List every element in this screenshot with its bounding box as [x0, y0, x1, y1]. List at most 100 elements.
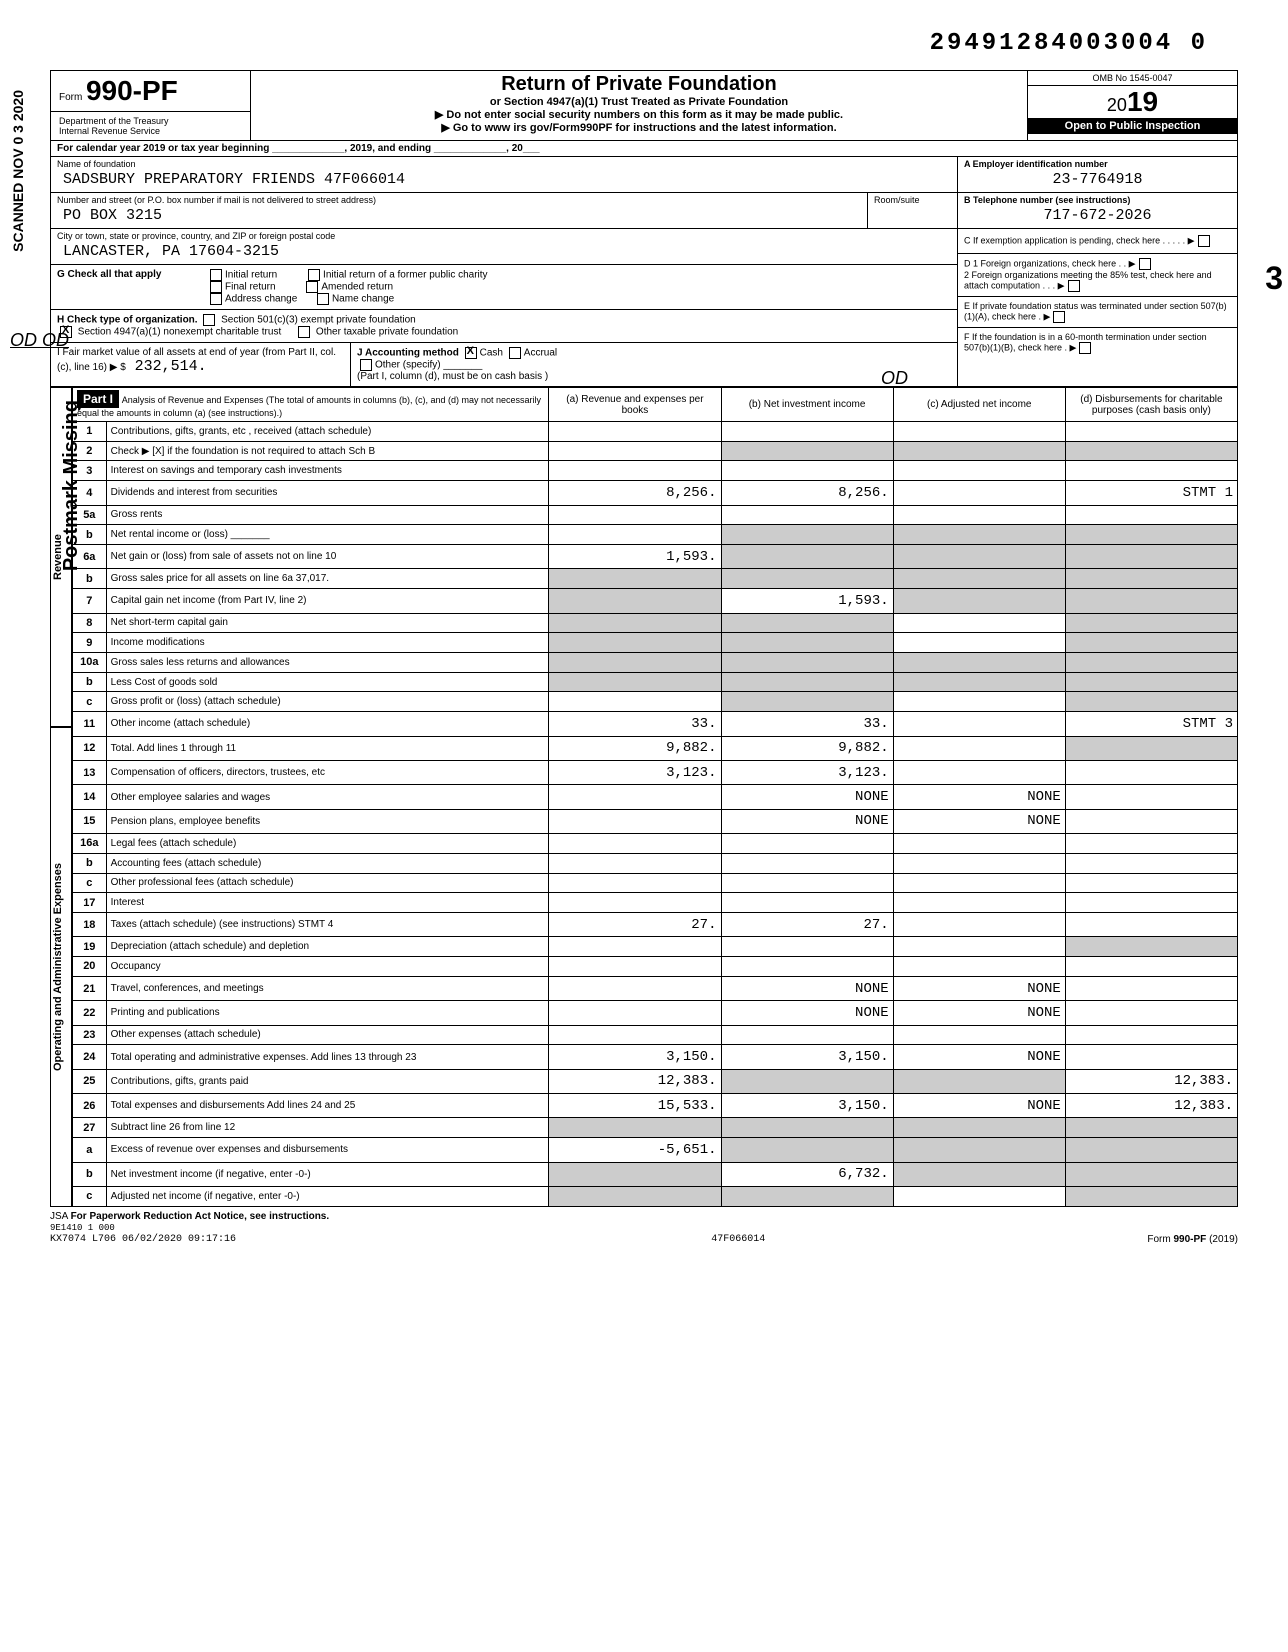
col-a-value	[549, 1001, 721, 1025]
col-d-value	[1065, 834, 1237, 854]
table-row: aExcess of revenue over expenses and dis…	[73, 1138, 1238, 1162]
col-c-value	[893, 461, 1065, 481]
col-c-value	[893, 736, 1065, 760]
line-number: 24	[73, 1045, 107, 1069]
c-checkbox[interactable]	[1198, 235, 1210, 247]
col-c-value	[893, 913, 1065, 937]
line-desc: Occupancy	[106, 957, 549, 977]
year-prefix: 20	[1107, 95, 1127, 115]
col-d-value	[1065, 569, 1237, 589]
col-c-value	[893, 613, 1065, 633]
g-address-checkbox[interactable]	[210, 293, 222, 305]
j-cash: Cash	[480, 348, 503, 359]
col-d-value	[1065, 1025, 1237, 1045]
col-a-value	[549, 613, 721, 633]
h-501c3-checkbox[interactable]	[203, 314, 215, 326]
table-row: 11Other income (attach schedule)33.33.ST…	[73, 712, 1238, 736]
city-value: LANCASTER, PA 17604-3215	[57, 241, 951, 262]
e-checkbox[interactable]	[1053, 311, 1065, 323]
col-a-value	[549, 834, 721, 854]
g-initial-checkbox[interactable]	[210, 269, 222, 281]
table-row: 8Net short-term capital gain	[73, 613, 1238, 633]
col-d-value	[1065, 653, 1237, 673]
col-b-value	[721, 525, 893, 545]
g-final-checkbox[interactable]	[210, 281, 222, 293]
line-desc: Contributions, gifts, grants paid	[106, 1069, 549, 1093]
col-a-value: 8,256.	[549, 481, 721, 505]
col-a-value	[549, 692, 721, 712]
table-row: bGross sales price for all assets on lin…	[73, 569, 1238, 589]
h-other-checkbox[interactable]	[298, 326, 310, 338]
omb-number: OMB No 1545-0047	[1028, 71, 1237, 86]
col-d-value	[1065, 692, 1237, 712]
f-checkbox[interactable]	[1079, 342, 1091, 354]
table-row: 14Other employee salaries and wagesNONEN…	[73, 785, 1238, 809]
g-namechange-checkbox[interactable]	[317, 293, 329, 305]
tax-year: 19	[1127, 86, 1158, 117]
col-a-value: 27.	[549, 913, 721, 937]
col-d-value	[1065, 422, 1237, 442]
d1-label: D 1 Foreign organizations, check here	[964, 258, 1116, 268]
line-number: 7	[73, 589, 107, 613]
g-label: G Check all that apply	[57, 269, 207, 305]
col-a-value	[549, 1118, 721, 1138]
line-desc: Compensation of officers, directors, tru…	[106, 760, 549, 784]
line-desc: Printing and publications	[106, 1001, 549, 1025]
line-desc: Check ▶ [X] if the foundation is not req…	[106, 441, 549, 461]
table-row: 4Dividends and interest from securities8…	[73, 481, 1238, 505]
col-d-header: (d) Disbursements for charitable purpose…	[1065, 388, 1237, 422]
form-sub2: ▶ Do not enter social security numbers o…	[253, 108, 1025, 121]
g-former-checkbox[interactable]	[308, 269, 320, 281]
line-desc: Income modifications	[106, 633, 549, 653]
footer-acct: 47F066014	[711, 1234, 765, 1245]
col-b-value	[721, 613, 893, 633]
line-number: 20	[73, 957, 107, 977]
j-cash-checkbox[interactable]	[465, 347, 477, 359]
open-inspection: Open to Public Inspection	[1028, 118, 1237, 134]
col-d-value	[1065, 545, 1237, 569]
table-row: 22Printing and publicationsNONENONE	[73, 1001, 1238, 1025]
ein-value: 23-7764918	[964, 169, 1231, 190]
room-label: Room/suite	[874, 195, 951, 205]
line-desc: Gross sales price for all assets on line…	[106, 569, 549, 589]
h-501c3: Section 501(c)(3) exempt private foundat…	[221, 315, 416, 326]
col-c-value	[893, 1162, 1065, 1186]
col-a-value: 3,150.	[549, 1045, 721, 1069]
col-c-value	[893, 712, 1065, 736]
line-desc: Other employee salaries and wages	[106, 785, 549, 809]
col-b-value: 8,256.	[721, 481, 893, 505]
table-row: 26Total expenses and disbursements Add l…	[73, 1094, 1238, 1118]
j-other-checkbox[interactable]	[360, 359, 372, 371]
line-number: 9	[73, 633, 107, 653]
col-d-value	[1065, 461, 1237, 481]
margin-od-left: OD OD	[10, 330, 69, 351]
g-amended-checkbox[interactable]	[306, 281, 318, 293]
col-a-value: -5,651.	[549, 1138, 721, 1162]
line-desc: Interest on savings and temporary cash i…	[106, 461, 549, 481]
col-c-value: NONE	[893, 809, 1065, 833]
col-d-value	[1065, 505, 1237, 525]
line-desc: Other professional fees (attach schedule…	[106, 873, 549, 893]
line-number: 14	[73, 785, 107, 809]
foundation-name: SADSBURY PREPARATORY FRIENDS 47F066014	[57, 169, 951, 190]
col-d-value	[1065, 1045, 1237, 1069]
revenue-side-label: Revenue	[50, 387, 72, 727]
col-d-value	[1065, 736, 1237, 760]
j-accrual: Accrual	[524, 348, 557, 359]
line-number: c	[73, 1186, 107, 1206]
dept-irs: Internal Revenue Service	[59, 126, 242, 136]
j-accrual-checkbox[interactable]	[509, 347, 521, 359]
d2-checkbox[interactable]	[1068, 280, 1080, 292]
col-c-value	[893, 569, 1065, 589]
table-row: 17Interest	[73, 893, 1238, 913]
table-row: 23Other expenses (attach schedule)	[73, 1025, 1238, 1045]
col-c-value	[893, 633, 1065, 653]
d1-checkbox[interactable]	[1139, 258, 1151, 270]
col-b-value	[721, 893, 893, 913]
col-a-value	[549, 893, 721, 913]
g-address: Address change	[225, 294, 297, 305]
col-c-value: NONE	[893, 976, 1065, 1000]
col-a-value	[549, 672, 721, 692]
col-b-value: 3,150.	[721, 1045, 893, 1069]
col-a-value	[549, 1162, 721, 1186]
